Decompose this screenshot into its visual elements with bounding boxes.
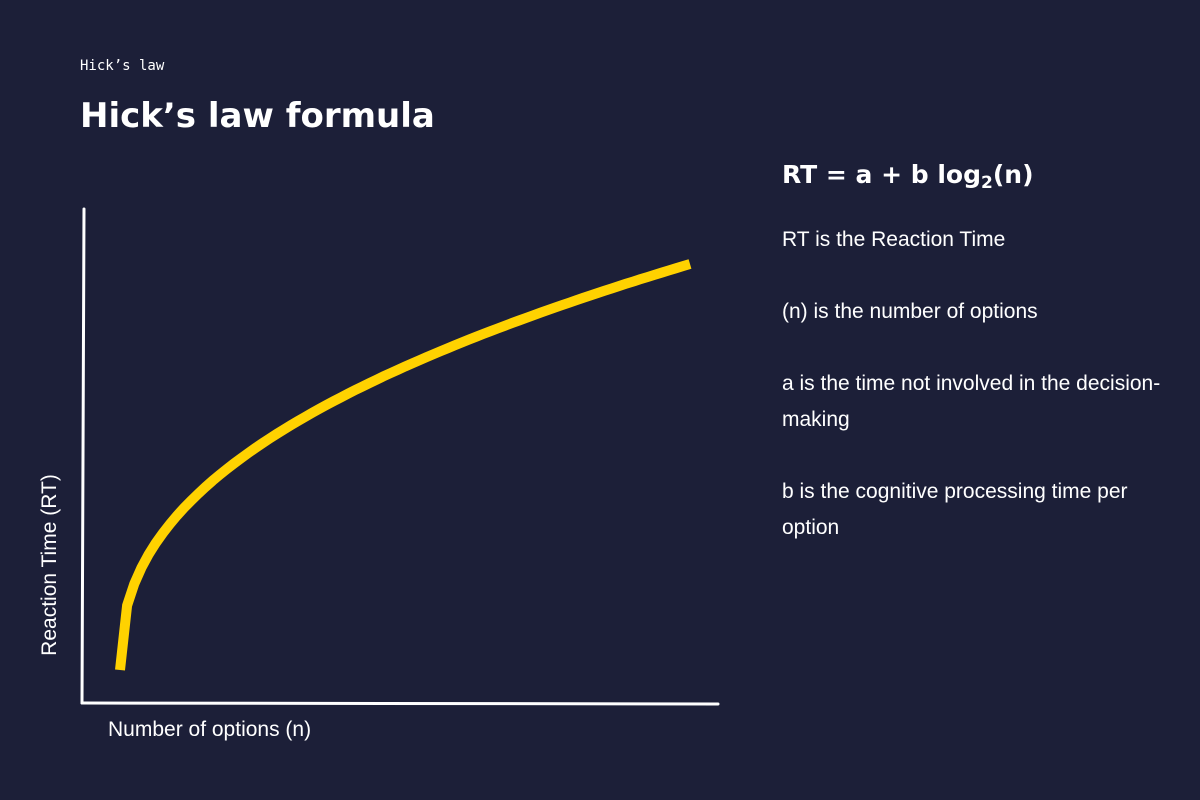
definition-n: (n) is the number of options	[782, 300, 1038, 323]
definition-a: a is the time not involved in the decisi…	[782, 372, 1161, 431]
x-axis-label: Number of options (n)	[108, 718, 312, 741]
formula-tail: (n)	[992, 160, 1034, 189]
formula-main: RT = a + b log	[782, 160, 981, 189]
formula-panel: RT = a + b log2(n) RT is the Reaction Ti…	[782, 158, 1162, 582]
definition-b: b is the cognitive processing time per o…	[782, 480, 1128, 539]
definition-rt: RT is the Reaction Time	[782, 228, 1006, 251]
y-axis	[80, 207, 86, 705]
formula-subscript: 2	[981, 173, 993, 193]
reaction-time-curve	[115, 259, 692, 671]
x-axis	[80, 701, 720, 706]
page-title: Hick’s law formula	[80, 96, 435, 136]
y-axis-label: Reaction Time (RT)	[38, 474, 61, 656]
formula: RT = a + b log2(n)	[782, 158, 1162, 192]
eyebrow-label: Hick’s law	[80, 58, 165, 74]
